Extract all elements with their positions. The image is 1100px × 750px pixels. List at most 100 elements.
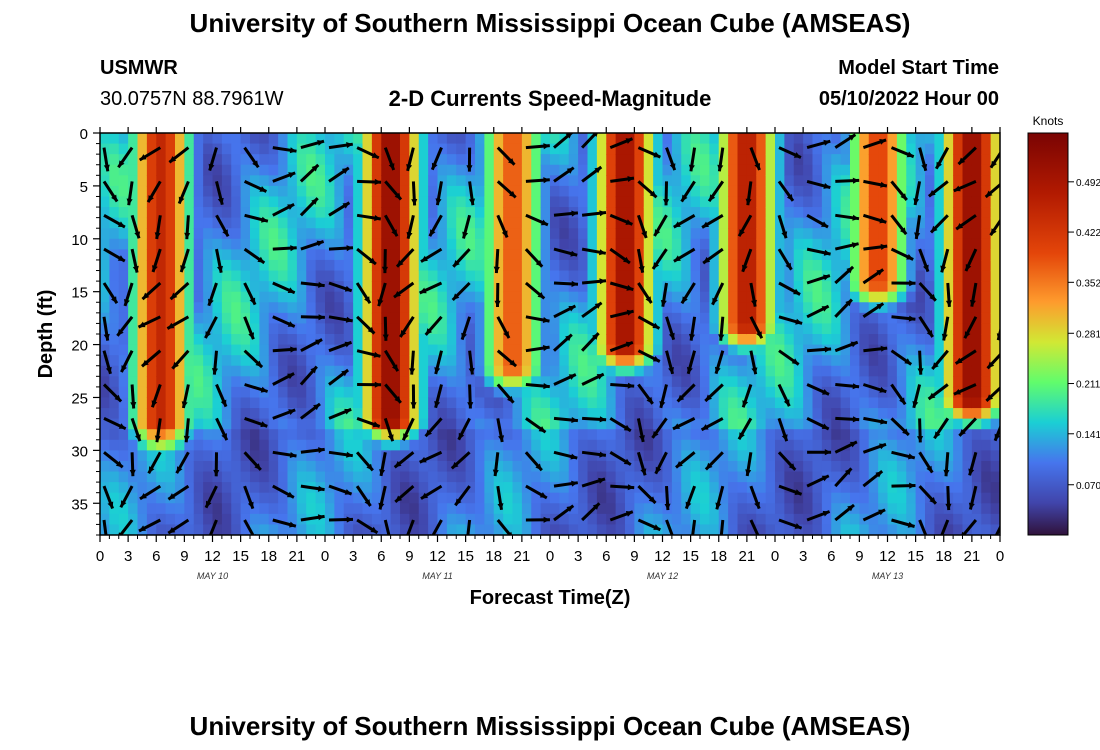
heatmap-cell: [728, 397, 739, 409]
heatmap-cell: [175, 439, 185, 451]
heatmap-cell: [109, 439, 120, 451]
heatmap-cell: [278, 397, 289, 409]
heatmap-cell: [840, 323, 851, 335]
heatmap-cell: [128, 429, 139, 441]
heatmap-cell: [475, 503, 485, 515]
heatmap-cell: [531, 524, 542, 535]
heatmap-cell: [812, 207, 823, 219]
heatmap-cell: [578, 217, 589, 229]
heatmap-cell: [925, 185, 935, 198]
heatmap-cell: [775, 503, 785, 515]
heatmap-cell: [362, 397, 373, 409]
heatmap-cell: [428, 365, 439, 377]
heatmap-cell: [146, 302, 157, 314]
heatmap-cell: [390, 154, 401, 166]
heatmap-cell: [793, 323, 804, 335]
heatmap-cell: [756, 365, 767, 377]
heatmap-cell: [709, 376, 720, 388]
heatmap-cell: [484, 143, 495, 155]
current-arrow: [215, 214, 230, 238]
heatmap-cell: [840, 228, 851, 240]
heatmap-cell: [418, 397, 429, 409]
heatmap-cell: [109, 376, 120, 388]
heatmap-cell: [250, 175, 260, 187]
heatmap-cell: [971, 429, 982, 441]
heatmap-cell: [315, 259, 326, 272]
heatmap-cell: [437, 207, 448, 219]
heatmap-cell: [437, 376, 448, 388]
heatmap-cell: [437, 133, 448, 145]
heatmap-cell: [681, 450, 692, 462]
heatmap-cell: [981, 175, 992, 187]
heatmap-cell: [981, 439, 992, 451]
heatmap-cell: [503, 133, 514, 145]
heatmap-cell: [962, 397, 973, 409]
heatmap-cell: [943, 249, 954, 261]
heatmap-cell: [962, 196, 973, 208]
heatmap-cell: [428, 376, 439, 388]
heatmap-cell: [821, 133, 832, 145]
current-arrow: [581, 372, 605, 386]
heatmap-cell: [165, 164, 176, 176]
heatmap-cell: [184, 397, 195, 409]
heatmap-cell: [446, 154, 457, 166]
heatmap-cell: [156, 249, 167, 261]
heatmap-cell: [390, 259, 401, 272]
heatmap-cell: [221, 376, 232, 388]
heatmap-cell: [737, 471, 748, 483]
heatmap-cell: [840, 270, 851, 282]
heatmap-cell: [446, 408, 457, 420]
heatmap-cell: [859, 143, 870, 155]
heatmap-cell: [240, 259, 251, 272]
heatmap-cell: [250, 238, 260, 250]
heatmap-cell: [634, 365, 645, 377]
current-arrow: [665, 316, 676, 341]
heatmap-cell: [728, 386, 739, 399]
heatmap-cell: [503, 291, 514, 303]
current-arrow: [680, 282, 696, 305]
heatmap-cell: [531, 154, 542, 166]
heatmap-cell: [606, 471, 617, 483]
heatmap-cell: [446, 207, 457, 219]
heatmap-cell: [662, 228, 673, 240]
current-arrow: [356, 247, 377, 266]
heatmap-cell: [231, 302, 242, 314]
heatmap-cell: [212, 133, 223, 145]
heatmap-cell: [278, 365, 289, 377]
heatmap-cell: [409, 513, 420, 526]
heatmap-cell: [315, 217, 326, 229]
heatmap-cell: [981, 259, 992, 272]
current-arrow: [891, 280, 916, 287]
heatmap-cell: [728, 133, 739, 145]
current-arrow: [102, 147, 110, 172]
heatmap-cell: [906, 429, 917, 441]
heatmap-cell: [934, 185, 945, 198]
heatmap-cell: [578, 408, 589, 420]
heatmap-cell: [465, 302, 476, 314]
heatmap-cell: [850, 492, 860, 504]
heatmap-cell: [231, 143, 242, 155]
heatmap-cell: [925, 312, 935, 325]
heatmap-cell: [259, 323, 270, 335]
heatmap-cell: [259, 259, 270, 272]
heatmap-cell: [146, 270, 157, 282]
heatmap-cell: [184, 185, 195, 198]
heatmap-cell: [531, 355, 542, 367]
heatmap-cell: [775, 397, 785, 409]
heatmap-cell: [596, 460, 607, 473]
heatmap-cell: [371, 207, 382, 219]
heatmap-cell: [146, 238, 157, 250]
current-arrow: [117, 146, 134, 169]
heatmap-cell: [259, 397, 270, 409]
heatmap-cell: [456, 228, 467, 240]
heatmap-cell: [475, 259, 485, 272]
heatmap-cell: [821, 503, 832, 515]
heatmap-cell: [409, 302, 420, 314]
heatmap-cell: [971, 302, 982, 314]
heatmap-cell: [793, 154, 804, 166]
heatmap-cell: [765, 471, 776, 483]
heatmap-cell: [896, 355, 907, 367]
heatmap-cell: [662, 408, 673, 420]
current-arrow: [918, 281, 937, 302]
heatmap-cell: [531, 196, 542, 208]
